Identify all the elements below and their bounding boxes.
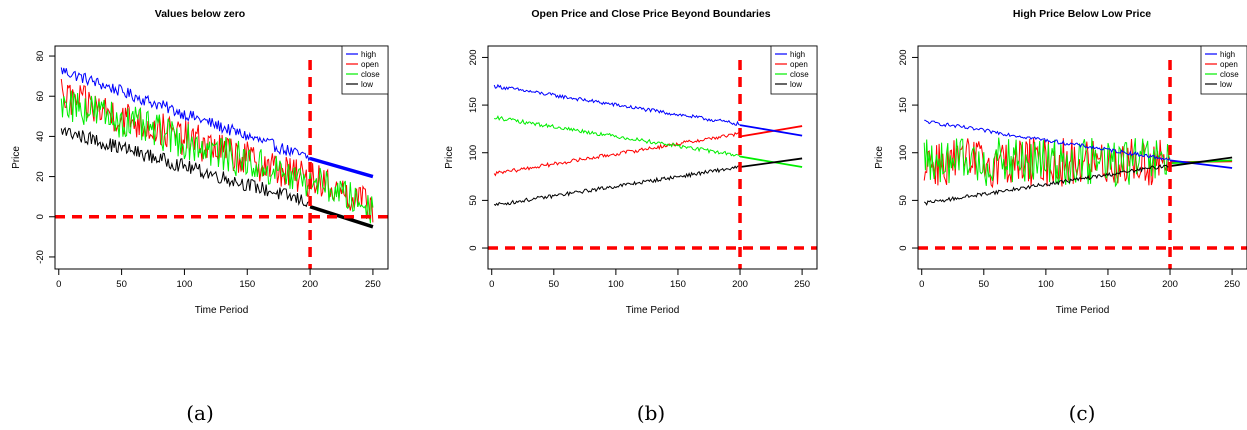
series-open-forecast [739,125,803,138]
series-low-forecast [739,157,803,168]
y-tick-label: 200 [468,50,479,66]
x-tick-label: 100 [177,279,193,290]
chart-title: Open Price and Close Price Beyond Bounda… [531,8,770,20]
x-tick-label: 200 [732,279,748,290]
legend-label-open: open [1220,60,1238,69]
x-tick-label: 100 [608,279,624,290]
legend-label-close: close [790,70,809,79]
y-axis-label: Price [11,146,22,169]
series-low-history [923,164,1171,206]
series-low-history [60,126,311,208]
plot-frame [917,45,1247,270]
legend-label-low: low [790,80,802,89]
series-open-forecast [309,163,374,223]
series-close-history [494,115,741,158]
y-tick-label: 0 [898,245,909,250]
x-tick-label: 200 [1162,279,1178,290]
legend-label-high: high [361,50,376,59]
series-close-forecast [309,167,374,224]
series-high-forecast [739,124,803,137]
x-axis-label: Time Period [626,305,680,316]
y-tick-label: 50 [898,195,909,206]
y-tick-label: 0 [35,214,46,219]
panel-caption: (b) [637,401,665,425]
chart-title: Values below zero [155,8,245,20]
x-tick-label: 0 [56,279,61,290]
series-high-history [60,67,311,162]
y-tick-label: 20 [35,171,46,182]
series-close-forecast [739,155,803,168]
x-tick-label: 0 [919,279,924,290]
y-axis-label: Price [444,146,455,169]
x-tick-label: 50 [979,279,990,290]
y-tick-label: 100 [468,145,479,161]
x-tick-label: 50 [116,279,127,290]
series-close-history [923,137,1171,188]
y-tick-label: 100 [898,145,909,161]
series-open-history [60,78,311,197]
plot-frame [487,45,818,270]
x-tick-label: 150 [239,279,255,290]
x-tick-label: 250 [1224,279,1240,290]
y-tick-label: 0 [468,245,479,250]
x-tick-label: 150 [670,279,686,290]
y-tick-label: 200 [898,50,909,66]
chart-panel-2: Open Price and Close Price Beyond Bounda… [444,8,818,425]
y-tick-label: 40 [35,131,46,142]
legend-label-low: low [361,80,373,89]
x-tick-label: 250 [365,279,381,290]
series-high-forecast [309,156,374,179]
x-tick-label: 150 [1100,279,1116,290]
legend-label-close: close [1220,70,1239,79]
x-tick-label: 200 [302,279,318,290]
series-low-forecast [1169,156,1233,167]
legend-label-low: low [1220,80,1232,89]
series-high-forecast [1169,159,1233,169]
y-tick-label: -20 [35,250,46,264]
chart-title: High Price Below Low Price [1013,8,1151,20]
chart-panel-1: Values below zero 0 50 100 150 200 250 -20 0 20 40… [11,8,389,425]
series-close-history [60,90,311,197]
legend-label-high: high [790,50,805,59]
y-tick-label: 150 [898,97,909,113]
legend-label-high: high [1220,50,1235,59]
chart-panel-3: High Price Below Low Price 0 50 100 150 200 25… [874,8,1247,425]
y-tick-label: 50 [468,195,479,206]
x-tick-label: 50 [549,279,560,290]
y-axis-label: Price [874,146,885,169]
x-tick-label: 0 [489,279,494,290]
legend-label-open: open [361,60,379,69]
legend-label-close: close [361,70,380,79]
series-high-history [493,83,741,126]
series-low-forecast [309,205,374,229]
x-axis-label: Time Period [195,305,249,316]
series-low-history [493,164,741,207]
x-axis-label: Time Period [1056,305,1110,316]
series-high-history [924,119,1171,161]
x-tick-label: 100 [1038,279,1054,290]
legend-label-open: open [790,60,808,69]
x-tick-label: 250 [794,279,810,290]
plot-frame [54,45,389,270]
panel-caption: (c) [1069,401,1096,425]
panel-caption: (a) [186,401,214,425]
y-tick-label: 60 [35,91,46,102]
series-open-history [493,131,741,177]
y-tick-label: 80 [35,51,46,62]
y-tick-label: 150 [468,97,479,113]
